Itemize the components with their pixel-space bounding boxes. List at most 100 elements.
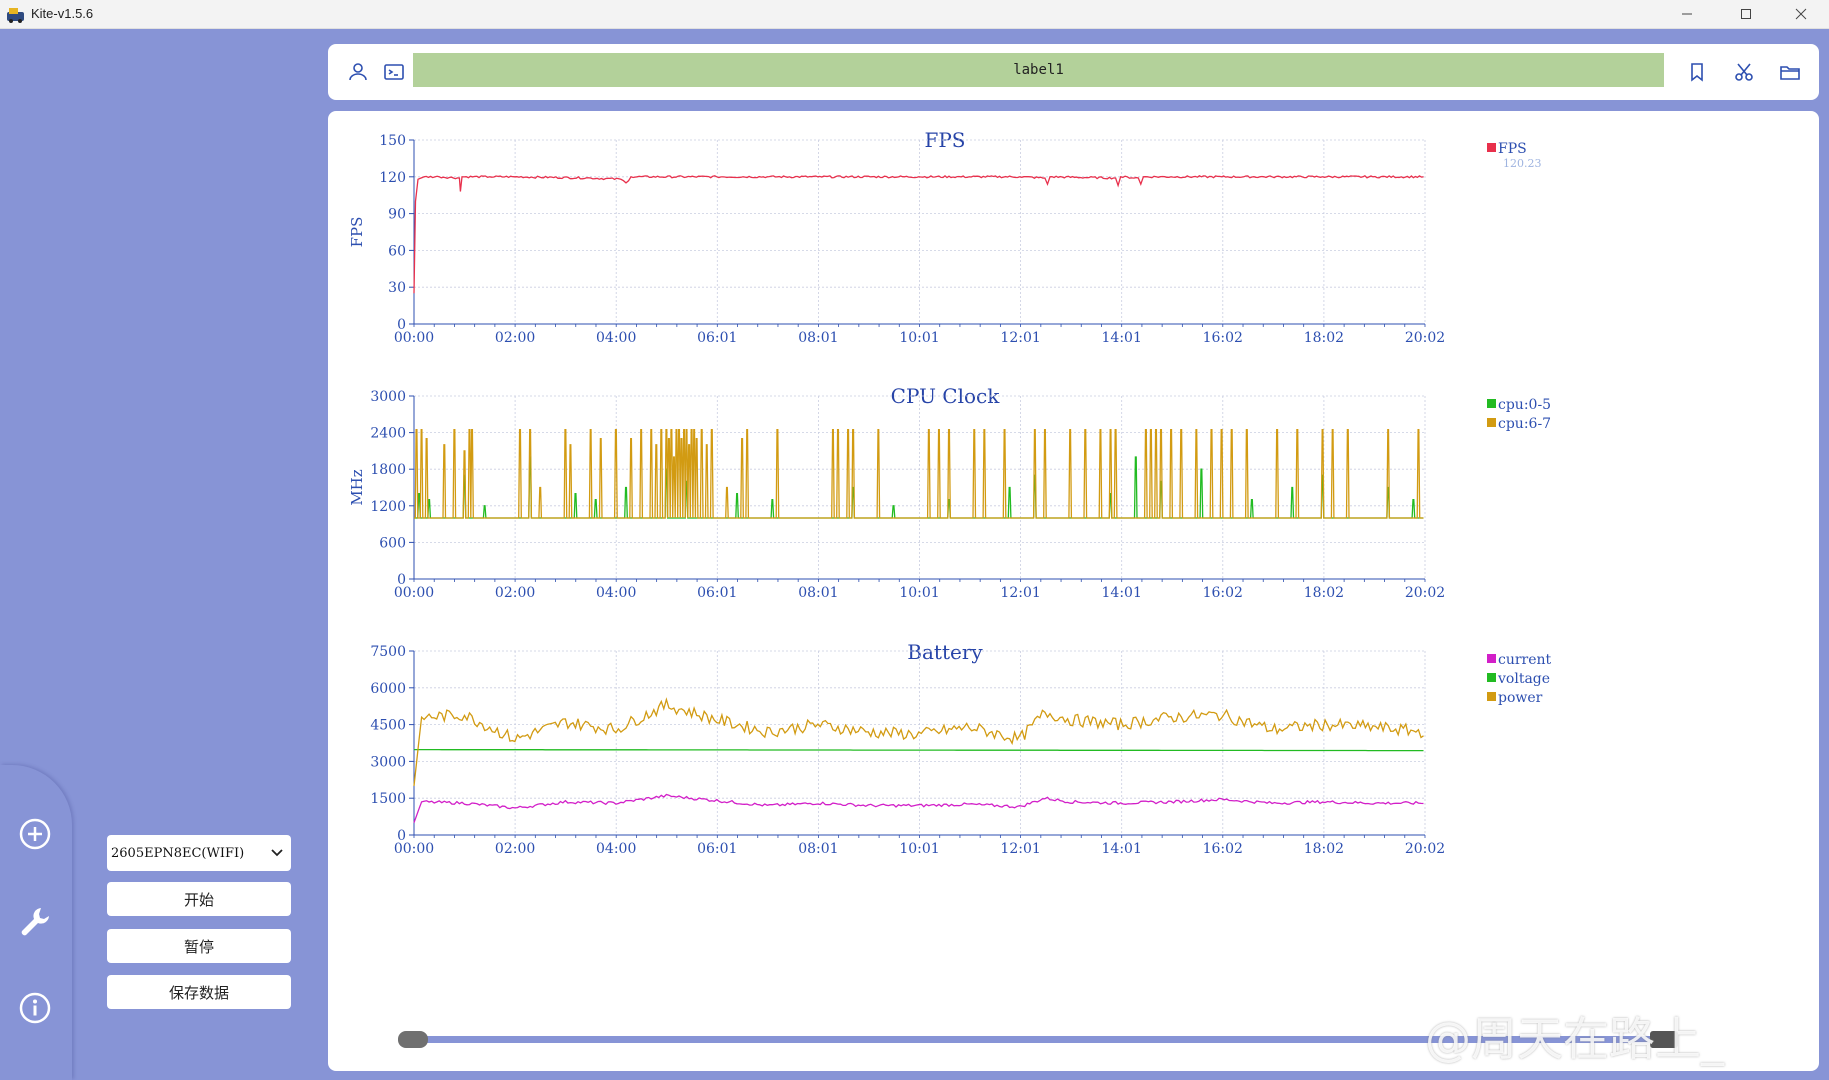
- x-tick-label: 08:01: [798, 330, 838, 346]
- x-tick-label: 18:02: [1304, 585, 1344, 601]
- x-tick-label: 08:01: [798, 585, 838, 601]
- bookmark-icon[interactable]: [1686, 61, 1708, 83]
- user-icon[interactable]: [347, 61, 369, 83]
- terminal-icon[interactable]: [383, 61, 405, 83]
- start-button[interactable]: 开始: [107, 882, 291, 916]
- legend-label: cpu:0-5: [1498, 397, 1551, 413]
- legend-swatch: [1487, 399, 1496, 408]
- time-range-slider[interactable]: [398, 1036, 1678, 1043]
- chevron-down-icon: [271, 849, 283, 857]
- watermark: @周天在路上_: [1425, 1012, 1724, 1066]
- legend-swatch: [1487, 143, 1496, 152]
- scissors-icon[interactable]: [1733, 61, 1755, 83]
- y-tick-label: 90: [388, 207, 406, 223]
- y-tick-label: 4500: [370, 718, 406, 734]
- x-tick-label: 12:01: [1000, 585, 1040, 601]
- x-tick-label: 18:02: [1304, 330, 1344, 346]
- y-axis-label: MHz: [348, 469, 366, 505]
- series-line-voltage: [414, 748, 1424, 752]
- legend-label: current: [1498, 652, 1552, 668]
- y-tick-label: 0: [397, 828, 406, 844]
- y-tick-label: 1500: [370, 791, 406, 807]
- y-tick-label: 3000: [370, 389, 406, 405]
- series-line-FPS: [413, 175, 1424, 294]
- x-tick-label: 12:01: [1000, 330, 1040, 346]
- x-tick-label: 16:02: [1203, 841, 1243, 857]
- legend-swatch: [1487, 673, 1496, 682]
- legend-swatch: [1487, 654, 1496, 663]
- x-tick-label: 10:01: [899, 330, 939, 346]
- save-data-button[interactable]: 保存数据: [107, 975, 291, 1009]
- chart-2: Battery 0 1500 3000 4500 6000 7500 00:00 02:00 04…: [370, 640, 1551, 857]
- chart-title: Battery: [907, 640, 983, 664]
- folder-icon[interactable]: [1779, 61, 1801, 83]
- x-tick-label: 20:02: [1405, 841, 1445, 857]
- x-tick-label: 06:01: [697, 585, 737, 601]
- maximize-button[interactable]: [1723, 0, 1769, 28]
- chart-1: CPU Clock 0 600 1200 1800 2400 3000 00:00 02:00 0…: [348, 384, 1551, 601]
- y-tick-label: 6000: [370, 681, 406, 697]
- y-tick-label: 3000: [370, 754, 406, 770]
- minimize-icon: [1682, 13, 1692, 15]
- device-select-value: 2605EPN8EC(WIFI): [111, 845, 245, 861]
- x-tick-label: 08:01: [798, 841, 838, 857]
- pause-button[interactable]: 暂停: [107, 929, 291, 963]
- y-tick-label: 60: [388, 243, 406, 259]
- y-tick-label: 0: [397, 317, 406, 333]
- chart-card: FPS 0 30 60 90 120 150 00:00 02:00 04:00 06:01 08:0…: [328, 111, 1819, 1071]
- x-tick-label: 14:01: [1102, 330, 1142, 346]
- legend-label: power: [1498, 690, 1543, 706]
- legend-swatch: [1487, 418, 1496, 427]
- legend-label: voltage: [1497, 671, 1550, 687]
- device-select[interactable]: 2605EPN8EC(WIFI): [107, 835, 291, 871]
- x-tick-label: 10:01: [899, 585, 939, 601]
- close-button[interactable]: [1778, 0, 1824, 28]
- x-tick-label: 14:01: [1102, 841, 1142, 857]
- x-tick-label: 02:00: [495, 841, 535, 857]
- add-circle-icon[interactable]: [17, 816, 53, 852]
- x-tick-label: 00:00: [394, 330, 434, 346]
- x-tick-label: 00:00: [394, 841, 434, 857]
- x-tick-label: 20:02: [1405, 585, 1445, 601]
- y-tick-label: 1800: [370, 462, 406, 478]
- label-field[interactable]: label1: [413, 53, 1664, 87]
- kite-app-icon: [7, 8, 24, 23]
- maximize-icon: [1741, 9, 1751, 19]
- y-tick-label: 2400: [370, 426, 406, 442]
- y-tick-label: 150: [379, 133, 406, 149]
- minimize-button[interactable]: [1664, 0, 1710, 28]
- x-tick-label: 14:01: [1102, 585, 1142, 601]
- info-icon[interactable]: [17, 990, 53, 1026]
- series-line-cpu-6-7: [414, 428, 1424, 519]
- legend-label: cpu:6-7: [1498, 416, 1551, 432]
- y-tick-label: 0: [397, 572, 406, 588]
- y-tick-label: 30: [388, 280, 406, 296]
- x-tick-label: 02:00: [495, 585, 535, 601]
- sidebar-panel: [0, 765, 72, 1080]
- slider-handle-start[interactable]: [398, 1031, 428, 1048]
- legend-current-value: 120.23: [1503, 157, 1542, 170]
- top-toolbar: label1: [328, 44, 1819, 100]
- slider-handle-end[interactable]: [1650, 1031, 1678, 1048]
- y-tick-label: 1200: [370, 499, 406, 515]
- x-tick-label: 06:01: [697, 330, 737, 346]
- chart-title: CPU Clock: [891, 384, 1001, 408]
- x-tick-label: 10:01: [899, 841, 939, 857]
- legend-label: FPS: [1498, 141, 1527, 157]
- x-tick-label: 04:00: [596, 841, 636, 857]
- y-tick-label: 120: [379, 170, 406, 186]
- title-bar: Kite-v1.5.6: [0, 0, 1829, 29]
- x-tick-label: 16:02: [1203, 585, 1243, 601]
- series-line-cpu-0-5: [414, 456, 1424, 519]
- x-tick-label: 16:02: [1203, 330, 1243, 346]
- charts-svg: FPS 0 30 60 90 120 150 00:00 02:00 04:00 06:01 08:0…: [348, 128, 1552, 857]
- window-title: Kite-v1.5.6: [31, 6, 94, 21]
- y-axis-label: FPS: [348, 217, 366, 248]
- x-tick-label: 04:00: [596, 330, 636, 346]
- y-tick-label: 600: [379, 535, 406, 551]
- series-line-current: [413, 793, 1424, 823]
- wrench-icon[interactable]: [17, 904, 53, 940]
- x-tick-label: 02:00: [495, 330, 535, 346]
- x-tick-label: 18:02: [1304, 841, 1344, 857]
- x-tick-label: 04:00: [596, 585, 636, 601]
